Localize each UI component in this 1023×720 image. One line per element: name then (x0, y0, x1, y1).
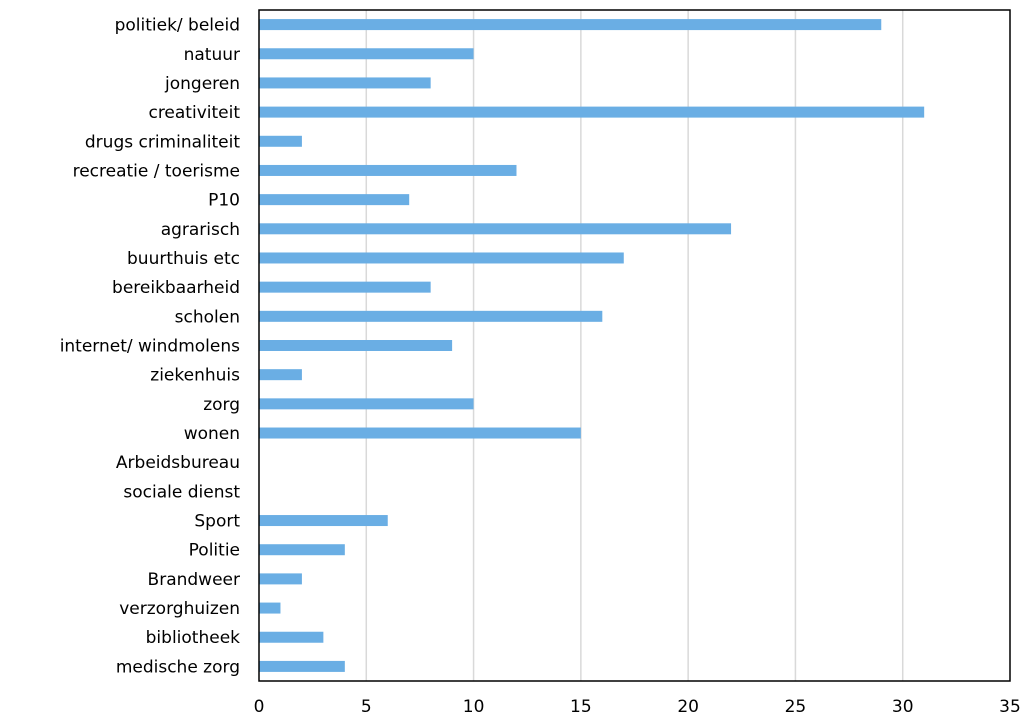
bar (259, 398, 474, 410)
category-label: wonen (184, 424, 240, 444)
bar (259, 48, 474, 60)
bar (259, 106, 925, 118)
x-tick-label: 20 (677, 697, 699, 717)
x-tick-label: 0 (254, 697, 265, 717)
category-label: Brandweer (148, 570, 240, 590)
bar (259, 164, 517, 176)
category-label: recreatie / toerisme (73, 161, 240, 181)
x-tick-label: 10 (463, 697, 485, 717)
category-label: scholen (175, 307, 240, 327)
bar (259, 631, 324, 643)
x-tick-label: 5 (361, 697, 372, 717)
category-label: Arbeidsbureau (116, 453, 240, 473)
bar (259, 252, 624, 264)
bar (259, 77, 431, 89)
category-label: drugs criminaliteit (85, 132, 240, 152)
category-label: agrarisch (161, 220, 240, 240)
bars (259, 19, 925, 672)
bar (259, 602, 281, 614)
grid-lines (365, 10, 904, 681)
bar (259, 19, 882, 31)
x-tick-label: 30 (892, 697, 914, 717)
category-label: buurthuis etc (127, 249, 240, 269)
category-label: natuur (184, 45, 240, 65)
category-label: bereikbaarheid (112, 278, 240, 298)
category-label: creativiteit (148, 103, 240, 123)
category-labels: politiek/ beleid natuur jongeren creativite… (60, 16, 241, 678)
plot-frame (258, 9, 1011, 682)
category-label: sociale dienst (123, 482, 240, 502)
category-label: bibliotheek (146, 628, 241, 648)
bar (259, 544, 345, 556)
bar (259, 281, 431, 293)
bar (259, 194, 410, 206)
category-label: jongeren (164, 74, 240, 94)
bar (259, 223, 732, 235)
category-label: politiek/ beleid (115, 16, 240, 36)
category-label: ziekenhuis (150, 366, 240, 386)
category-label: Politie (189, 541, 240, 561)
category-label: zorg (203, 395, 240, 415)
bar (259, 427, 581, 439)
x-tick-label: 25 (785, 697, 807, 717)
category-label: medische zorg (116, 657, 240, 677)
bar (259, 369, 302, 381)
x-tick-label: 35 (999, 697, 1021, 717)
bar (259, 135, 302, 147)
bar (259, 573, 302, 585)
bar (259, 310, 603, 322)
bar (259, 660, 345, 672)
category-label: P10 (208, 191, 240, 211)
category-label: verzorghuizen (119, 599, 240, 619)
category-label: internet/ windmolens (60, 337, 240, 357)
x-tick-labels: 0 5 10 15 20 25 30 35 (254, 697, 1021, 717)
bar (259, 340, 453, 351)
category-label: Sport (194, 512, 240, 532)
x-tick-label: 15 (570, 697, 592, 717)
bar (259, 515, 388, 527)
